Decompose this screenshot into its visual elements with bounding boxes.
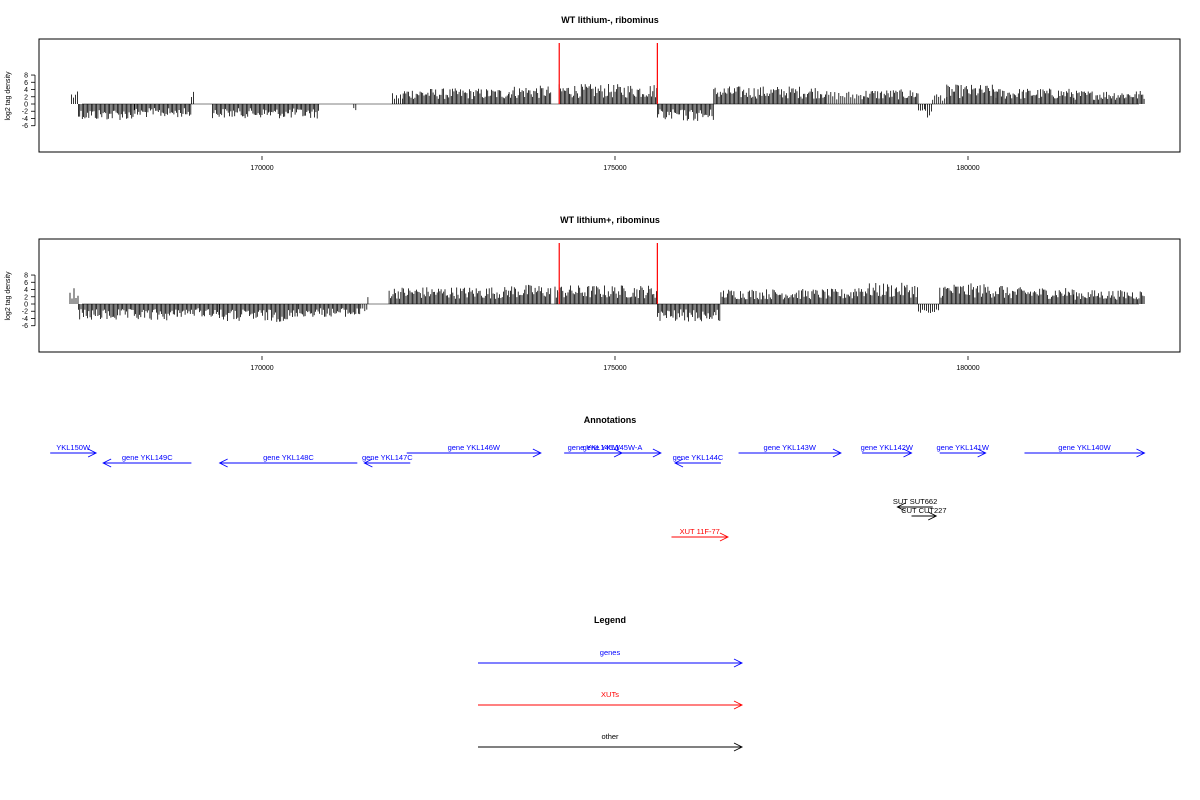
feature-label: gene YKL145W (568, 443, 621, 452)
feature-label: gene YKL148C (263, 453, 314, 462)
y-tick-label: -6 (22, 123, 28, 130)
panel-2-x-axis: 170000 175000 180000 (250, 356, 980, 372)
feature-label: CUT CUT227 (901, 506, 946, 515)
x-tick-label: 180000 (956, 165, 979, 172)
annotation-features: YKL150W gene YKL149C gene YKL148C gene YKL1… (50, 443, 1146, 542)
track-panel-1: WT lithium-, ribominus log2 tag density … (5, 15, 1181, 172)
panel-2-frame (38, 238, 1181, 353)
feature-arrowhead (674, 458, 684, 468)
panel-1-x-axis: 170000 175000 180000 (250, 156, 980, 172)
y-tick-label: 4 (24, 287, 28, 294)
feature-label: YKL150W (56, 443, 91, 452)
x-tick-label: 175000 (603, 165, 626, 172)
panel-2-y-axis-label: log2 tag density (5, 271, 12, 321)
feature-label: gene YKL146W (448, 443, 501, 452)
legend-label: XUTs (601, 690, 619, 699)
panel-1-frame (38, 38, 1181, 153)
y-tick-label: 2 (24, 94, 28, 101)
feature-label: XUT 11F-77 (680, 527, 720, 536)
panel-1-bars (71, 84, 1145, 121)
feature-label: gene YKL149C (122, 453, 173, 462)
panel-1-y-axis-label: log2 tag density (5, 71, 12, 121)
feature-arrowhead (896, 502, 906, 512)
feature-arrowhead (363, 458, 373, 468)
panel-1-title: WT lithium-, ribominus (561, 15, 659, 25)
feature-arrowhead (719, 532, 729, 542)
feature-label: gene YKL141W (937, 443, 990, 452)
x-tick-label: 180000 (956, 365, 979, 372)
feature-label: gene YKL140W (1058, 443, 1111, 452)
x-tick-label: 170000 (250, 365, 273, 372)
panel-2-bars (69, 282, 1145, 322)
y-tick-label: 6 (24, 280, 28, 287)
panel-1-markers (558, 43, 658, 104)
annotations-title: Annotations (584, 415, 637, 425)
y-tick-label: 8 (24, 273, 28, 280)
legend: genes XUTs other (478, 648, 744, 752)
feature-arrowhead (652, 448, 662, 458)
feature-arrowhead (903, 448, 913, 458)
y-tick-label: 2 (24, 294, 28, 301)
panel-2-title: WT lithium+, ribominus (560, 215, 660, 225)
y-tick-label: -2 (22, 109, 28, 116)
x-tick-label: 175000 (603, 365, 626, 372)
feature-arrowhead (977, 448, 987, 458)
feature-arrowhead (532, 448, 542, 458)
y-tick-label: 4 (24, 87, 28, 94)
feature-label: gene YKL145W-A (583, 443, 643, 452)
track-panel-2: WT lithium+, ribominus log2 tag density … (5, 215, 1181, 372)
y-tick-label: -6 (22, 323, 28, 330)
legend-arrowhead (733, 658, 744, 668)
y-tick-label: 0 (24, 302, 28, 309)
feature-arrowhead (218, 458, 228, 468)
panel-2-markers (558, 243, 658, 304)
legend-arrowhead (733, 742, 744, 752)
feature-arrowhead (87, 448, 98, 458)
legend-title: Legend (594, 615, 626, 625)
y-tick-label: -2 (22, 309, 28, 316)
feature-arrowhead (832, 448, 842, 458)
feature-label: SUT SUT662 (893, 497, 937, 506)
feature-arrowhead (102, 458, 112, 468)
x-tick-label: 170000 (250, 165, 273, 172)
feature-label: gene YKL147C (362, 453, 413, 462)
y-tick-label: 6 (24, 80, 28, 87)
y-tick-label: -4 (22, 116, 28, 123)
feature-arrowhead (1136, 448, 1146, 458)
legend-label: genes (600, 648, 621, 657)
y-tick-label: 0 (24, 102, 28, 109)
y-tick-label: 8 (24, 73, 28, 80)
legend-label: other (601, 732, 619, 741)
legend-arrowhead (733, 700, 744, 710)
feature-label: gene YKL142W (861, 443, 914, 452)
feature-label: gene YKL144C (673, 453, 724, 462)
y-tick-label: -4 (22, 316, 28, 323)
feature-label: gene YKL143W (764, 443, 817, 452)
feature-arrowhead (928, 511, 938, 521)
